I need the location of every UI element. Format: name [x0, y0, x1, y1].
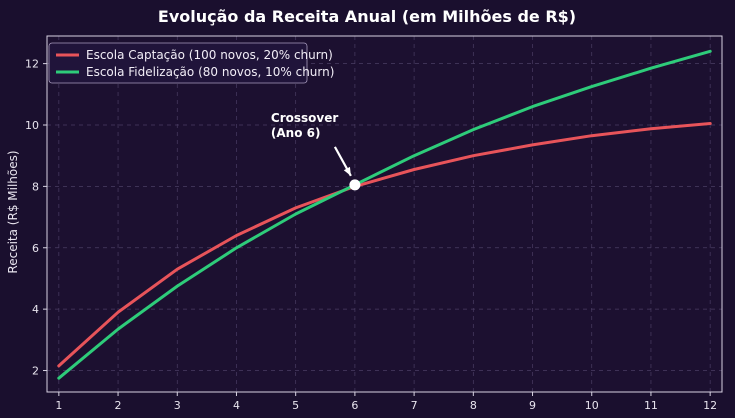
y-tick-label: 10 [25, 119, 39, 132]
x-tick-label: 3 [174, 399, 181, 412]
y-tick-label: 8 [32, 180, 39, 193]
y-tick-label: 12 [25, 58, 39, 71]
crossover-point [349, 179, 361, 191]
y-tick-label: 6 [32, 242, 39, 255]
chart-title: Evolução da Receita Anual (em Milhões de… [158, 7, 576, 26]
annotation-text-line: Crossover [271, 111, 338, 125]
annotation-arrow-head [343, 166, 351, 176]
plot-background [47, 36, 722, 392]
x-tick-label: 8 [470, 399, 477, 412]
legend-label-1: Escola Captação (100 novos, 20% churn) [86, 48, 333, 62]
x-tick-label: 1 [55, 399, 62, 412]
legend: Escola Captação (100 novos, 20% churn) Es… [48, 42, 334, 84]
legend-label-2: Escola Fidelização (80 novos, 10% churn) [86, 65, 334, 79]
series-line-2 [57, 49, 712, 380]
y-tick-label: 4 [32, 303, 39, 316]
x-tick-label: 6 [351, 399, 358, 412]
x-tick-label: 11 [644, 399, 658, 412]
x-tick-label: 10 [585, 399, 599, 412]
annotation-text-line: (Ano 6) [271, 126, 321, 140]
x-tick-label: 12 [703, 399, 717, 412]
x-tick-label: 7 [411, 399, 418, 412]
x-tick-label: 9 [529, 399, 536, 412]
series-line-1 [57, 122, 712, 368]
y-tick-label: 2 [32, 365, 39, 378]
axes-frame [46, 35, 723, 393]
x-tick-label: 2 [115, 399, 122, 412]
legend-box [48, 42, 308, 84]
x-tick-label: 4 [233, 399, 240, 412]
x-tick-label: 5 [292, 399, 299, 412]
y-axis-label: Receita (R$ Milhões) [6, 150, 20, 273]
